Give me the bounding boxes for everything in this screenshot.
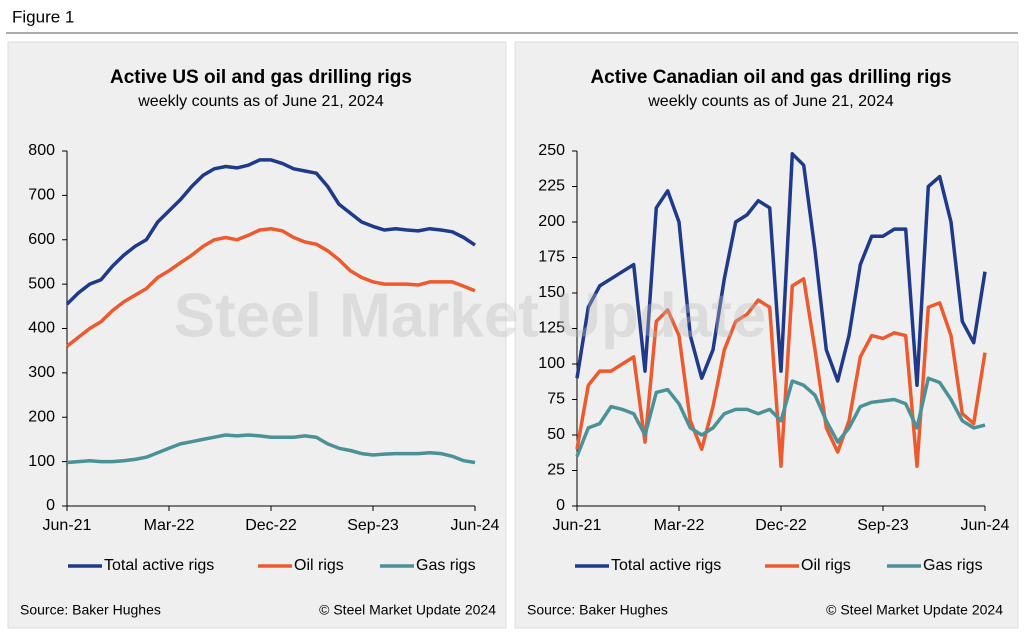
x-tick-label: Jun-21 (43, 517, 92, 534)
y-tick-label: 300 (28, 364, 55, 381)
y-tick-label: 600 (28, 231, 55, 248)
source: Source: Baker Hughes (20, 602, 161, 618)
y-tick-label: 800 (28, 142, 55, 159)
x-tick-label: Mar-22 (144, 517, 195, 534)
chart-subtitle: weekly counts as of June 21, 2024 (137, 93, 384, 110)
y-tick-label: 125 (538, 320, 565, 337)
y-tick-label: 0 (556, 497, 565, 514)
panel (514, 41, 1019, 629)
y-tick-label: 250 (538, 142, 565, 159)
y-tick-label: 150 (538, 284, 565, 301)
chart-subtitle: weekly counts as of June 21, 2024 (647, 93, 894, 110)
series-line (65, 158, 476, 306)
series-line (575, 152, 987, 388)
y-tick-label: 100 (538, 355, 565, 372)
legend-label: Oil rigs (801, 557, 851, 574)
series-line (66, 433, 476, 465)
y-tick-label: 100 (28, 453, 55, 470)
x-tick-label: Dec-22 (755, 517, 807, 534)
legend-label: Oil rigs (294, 557, 344, 574)
y-tick-label: 200 (538, 213, 565, 230)
x-tick-label: Dec-22 (245, 517, 297, 534)
series-line (65, 226, 476, 348)
y-tick-label: 25 (547, 462, 565, 479)
source: Source: Baker Hughes (527, 602, 668, 618)
y-tick-label: 200 (28, 408, 55, 425)
panel (7, 41, 507, 629)
legend-label: Total active rigs (104, 557, 214, 574)
y-tick-label: 500 (28, 275, 55, 292)
legend-label: Gas rigs (923, 557, 983, 574)
y-tick-label: 75 (547, 391, 565, 408)
y-tick-label: 0 (46, 497, 55, 514)
y-tick-label: 50 (547, 426, 565, 443)
chart-title: Active Canadian oil and gas drilling rig… (590, 67, 951, 88)
legend-label: Gas rigs (416, 557, 476, 574)
x-tick-label: Jun-21 (553, 517, 602, 534)
copyright: © Steel Market Update 2024 (826, 602, 1003, 618)
series-line (575, 376, 986, 457)
legend-label: Total active rigs (611, 557, 721, 574)
series-line (575, 277, 987, 468)
y-tick-label: 400 (28, 320, 55, 337)
copyright: © Steel Market Update 2024 (319, 602, 496, 618)
x-tick-label: Jun-24 (961, 517, 1010, 534)
x-tick-label: Sep-23 (347, 517, 399, 534)
watermark: Steel Market Update (174, 281, 767, 350)
y-tick-label: 225 (538, 178, 565, 195)
x-tick-label: Jun-24 (451, 517, 500, 534)
chart-title: Active US oil and gas drilling rigs (110, 67, 412, 88)
x-tick-label: Mar-22 (654, 517, 705, 534)
y-tick-label: 700 (28, 187, 55, 204)
figure-label: Figure 1 (12, 7, 74, 26)
x-tick-label: Sep-23 (857, 517, 909, 534)
y-tick-label: 175 (538, 249, 565, 266)
